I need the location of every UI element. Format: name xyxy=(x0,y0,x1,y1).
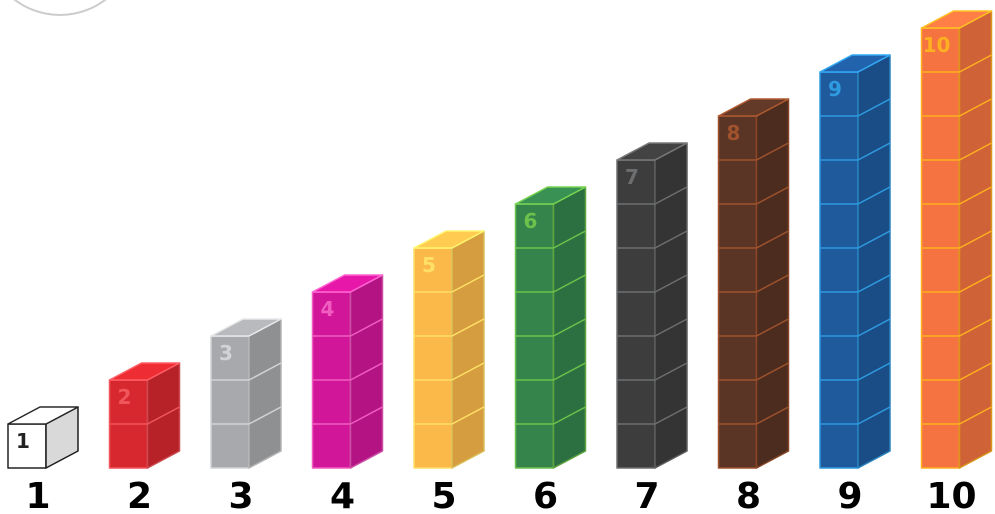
rod-front xyxy=(616,159,656,469)
cube-line xyxy=(857,274,891,293)
cube-line xyxy=(451,362,485,381)
cube-line xyxy=(553,230,586,249)
face-number: 2 xyxy=(118,385,132,409)
rod-label: 6 xyxy=(533,476,558,514)
cube-line xyxy=(451,318,485,337)
rod xyxy=(717,98,790,469)
cube-line xyxy=(857,98,891,117)
rod-label: 5 xyxy=(431,476,456,514)
rod-label: 4 xyxy=(330,476,355,514)
face-number: 4 xyxy=(321,297,335,321)
cube-line xyxy=(553,274,586,293)
cube-line xyxy=(857,318,891,337)
rod xyxy=(819,54,891,469)
rod-top xyxy=(413,230,485,249)
cube-line xyxy=(654,318,688,337)
corner-circle xyxy=(13,0,107,16)
rod xyxy=(210,318,282,469)
cube-line xyxy=(756,142,789,161)
rod xyxy=(311,274,384,469)
cube-line xyxy=(350,362,383,381)
rod-label: 2 xyxy=(127,476,152,514)
cube-line xyxy=(553,318,586,337)
rod-top xyxy=(717,98,790,117)
rod xyxy=(616,142,688,469)
cube-line xyxy=(553,406,586,425)
face-number: 3 xyxy=(219,341,233,365)
rod-label: 7 xyxy=(634,476,659,514)
cube-line xyxy=(857,406,891,425)
rod-top xyxy=(819,54,891,73)
cube-line xyxy=(756,274,789,293)
face-number: 6 xyxy=(524,209,538,233)
rod-front xyxy=(210,335,250,469)
rod xyxy=(920,10,993,469)
cube-line xyxy=(350,318,383,337)
cube-line xyxy=(959,54,992,73)
cube-line xyxy=(350,406,383,425)
cube-line xyxy=(451,406,485,425)
rod-label: 8 xyxy=(736,476,761,514)
rod xyxy=(108,362,181,469)
rod-top xyxy=(616,142,688,161)
cube-line xyxy=(756,362,789,381)
cube-line xyxy=(857,362,891,381)
cube-line xyxy=(451,274,485,293)
cube-line xyxy=(959,274,992,293)
rod-front xyxy=(819,71,859,469)
cube-line xyxy=(857,186,891,205)
cube-line xyxy=(959,362,992,381)
cube-line xyxy=(147,406,180,425)
rod-side xyxy=(248,318,282,469)
rod-label: 9 xyxy=(837,476,862,514)
cube-line xyxy=(959,230,992,249)
cube-line xyxy=(654,362,688,381)
cube-line xyxy=(654,186,688,205)
cube-line xyxy=(553,362,586,381)
cube-line xyxy=(248,406,282,425)
face-number: 9 xyxy=(828,77,842,101)
cube-line xyxy=(654,406,688,425)
cube-line xyxy=(756,406,789,425)
rod-top xyxy=(210,318,282,337)
rod-label: 1 xyxy=(25,476,50,514)
rod-side xyxy=(857,54,891,469)
cube-line xyxy=(959,142,992,161)
rod-top xyxy=(514,186,587,205)
cube-line xyxy=(857,230,891,249)
cube-line xyxy=(756,318,789,337)
cube-line xyxy=(857,142,891,161)
face-number: 10 xyxy=(923,33,951,57)
cube-line xyxy=(248,362,282,381)
rod xyxy=(413,230,485,469)
cube-line xyxy=(756,186,789,205)
cube-line xyxy=(654,274,688,293)
rod-label: 10 xyxy=(926,476,976,514)
cube-line xyxy=(959,98,992,117)
cube-line xyxy=(654,230,688,249)
rod xyxy=(7,406,79,469)
rod-side xyxy=(451,230,485,469)
rod-label: 3 xyxy=(228,476,253,514)
rod-top xyxy=(7,406,79,425)
cube-line xyxy=(959,406,992,425)
cube-line xyxy=(756,230,789,249)
face-number: 7 xyxy=(625,165,639,189)
rod-front xyxy=(7,423,47,469)
rod-front xyxy=(413,247,453,469)
face-number: 1 xyxy=(16,429,30,453)
rod-top xyxy=(920,10,993,29)
rod-side xyxy=(654,142,688,469)
face-number: 5 xyxy=(422,253,436,277)
cube-line xyxy=(959,186,992,205)
rod-top xyxy=(311,274,384,293)
rod xyxy=(514,186,587,469)
cube-line xyxy=(959,318,992,337)
rod-top xyxy=(108,362,181,381)
face-number: 8 xyxy=(727,121,741,145)
